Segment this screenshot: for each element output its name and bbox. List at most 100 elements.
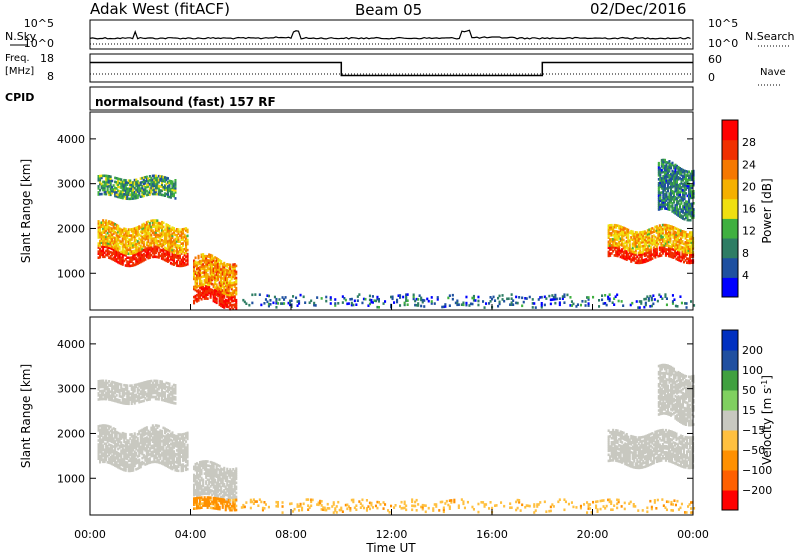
data-cell	[129, 449, 132, 452]
data-cell	[205, 462, 208, 465]
data-cell	[691, 176, 694, 179]
data-cell	[121, 186, 124, 190]
data-cell	[684, 243, 687, 246]
data-cell	[154, 247, 157, 251]
data-cell	[133, 249, 136, 253]
data-cell	[690, 235, 693, 238]
data-cell	[154, 442, 157, 445]
data-cell	[197, 481, 200, 485]
data-cell	[139, 226, 142, 229]
data-cell	[205, 291, 208, 294]
data-cell	[151, 221, 154, 224]
data-cell	[648, 242, 651, 246]
data-cell	[683, 211, 686, 215]
data-cell	[361, 301, 364, 305]
data-cell	[100, 383, 103, 387]
data-cell	[154, 235, 157, 238]
data-cell	[230, 283, 233, 287]
data-cell	[217, 464, 220, 467]
data-cell	[396, 300, 399, 304]
data-cell	[460, 303, 463, 306]
data-cell	[133, 460, 136, 464]
data-cell	[133, 436, 136, 439]
data-cell	[175, 457, 178, 460]
data-cell	[135, 385, 138, 389]
data-cell	[124, 179, 127, 182]
data-cell	[680, 172, 683, 175]
data-cell	[692, 202, 695, 205]
data-cell	[153, 192, 156, 196]
data-cell	[671, 294, 674, 297]
data-cell	[141, 193, 144, 196]
data-cell	[196, 466, 199, 469]
data-cell	[223, 271, 226, 275]
data-cell	[194, 479, 197, 482]
data-cell	[194, 280, 197, 284]
data-cell	[182, 260, 185, 263]
data-cell	[668, 178, 671, 181]
data-cell	[690, 231, 693, 234]
data-cell	[120, 182, 123, 185]
data-cell	[180, 260, 183, 264]
data-cell	[689, 218, 692, 222]
data-cell	[148, 441, 151, 444]
data-cell	[145, 458, 148, 461]
data-cell	[97, 457, 100, 460]
data-cell	[664, 225, 667, 229]
data-cell	[144, 433, 147, 436]
data-cell	[208, 478, 211, 482]
data-cell	[102, 247, 105, 250]
data-cell	[121, 450, 124, 453]
data-cell	[226, 293, 229, 296]
data-cell	[106, 450, 109, 454]
data-cell	[681, 205, 684, 208]
data-cell	[165, 239, 168, 242]
data-cell	[150, 452, 153, 456]
data-cell	[224, 276, 227, 280]
data-cell	[162, 434, 165, 438]
data-cell	[196, 300, 199, 303]
data-cell	[171, 445, 174, 449]
data-cell	[127, 189, 130, 192]
data-cell	[471, 296, 474, 300]
data-cell	[669, 205, 672, 208]
data-cell	[180, 248, 183, 251]
data-cell	[193, 271, 196, 275]
data-cell	[686, 243, 689, 246]
data-cell	[616, 224, 619, 227]
data-cell	[209, 481, 212, 484]
data-cell	[212, 482, 215, 485]
data-cell	[608, 299, 611, 303]
data-cell	[183, 446, 186, 450]
data-cell	[157, 424, 160, 428]
data-cell	[136, 459, 139, 462]
data-cell	[658, 232, 661, 235]
noise-strip-frame	[89, 19, 694, 50]
data-cell	[275, 299, 278, 303]
data-cell	[671, 173, 674, 177]
data-cell	[196, 474, 199, 477]
data-cell	[674, 169, 677, 173]
data-cell	[150, 426, 153, 430]
data-cell	[100, 385, 103, 389]
data-cell	[214, 282, 217, 285]
data-cell	[151, 223, 154, 226]
data-cell	[129, 451, 132, 454]
data-cell	[132, 400, 135, 403]
data-cell	[673, 298, 676, 301]
data-cell	[642, 252, 645, 256]
data-cell	[212, 464, 215, 467]
data-cell	[193, 493, 196, 497]
data-cell	[112, 449, 115, 452]
data-cell	[124, 467, 127, 470]
data-cell	[178, 246, 181, 250]
data-cell	[156, 221, 159, 225]
data-cell	[180, 246, 183, 249]
data-cell	[618, 243, 621, 246]
data-cell	[206, 478, 209, 481]
data-cell	[224, 282, 227, 286]
data-cell	[667, 250, 670, 254]
data-cell	[160, 183, 163, 187]
data-cell	[666, 226, 669, 229]
data-cell	[165, 253, 168, 256]
